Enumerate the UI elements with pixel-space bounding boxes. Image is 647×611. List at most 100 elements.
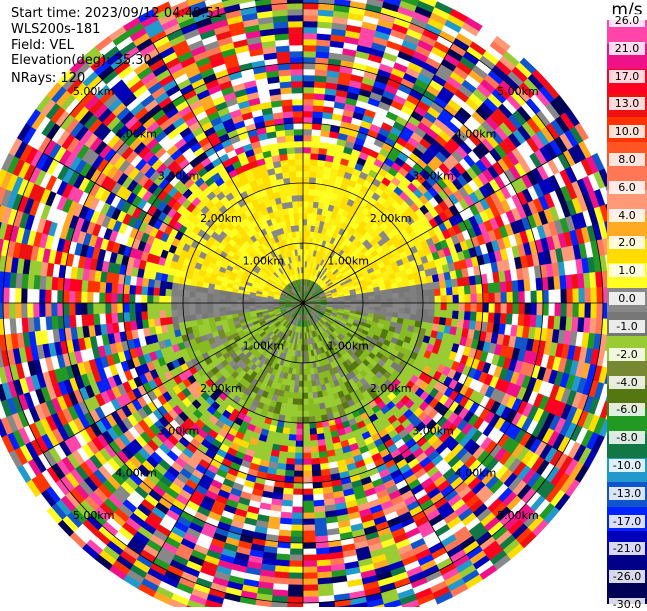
range-gate bbox=[99, 292, 105, 303]
range-gate bbox=[303, 75, 315, 81]
range-gate bbox=[87, 303, 93, 314]
range-gate bbox=[398, 308, 404, 314]
range-gate bbox=[446, 287, 453, 295]
range-gate bbox=[303, 501, 314, 507]
range-gate bbox=[183, 303, 189, 309]
range-gate bbox=[471, 294, 477, 303]
range-gate bbox=[280, 439, 288, 446]
range-gate bbox=[410, 309, 416, 315]
range-gate bbox=[231, 306, 237, 310]
range-gate bbox=[81, 303, 87, 315]
range-gate bbox=[314, 518, 326, 525]
range-gate bbox=[579, 288, 585, 303]
range-gate bbox=[285, 470, 294, 477]
range-gate bbox=[489, 303, 495, 313]
range-gate bbox=[303, 423, 310, 429]
range-gate bbox=[435, 296, 441, 303]
range-gate bbox=[310, 165, 318, 172]
range-gate bbox=[165, 303, 171, 310]
range-gate bbox=[393, 303, 399, 308]
range-gate bbox=[459, 303, 465, 311]
range-gate bbox=[300, 357, 303, 363]
range-gate bbox=[294, 471, 303, 477]
range-gate bbox=[153, 295, 159, 303]
range-gate bbox=[280, 518, 292, 525]
range-gate bbox=[63, 290, 69, 303]
range-gate bbox=[117, 303, 123, 313]
range-gate bbox=[495, 293, 501, 303]
range-gate bbox=[297, 417, 303, 423]
range-gate bbox=[573, 289, 579, 303]
range-gate bbox=[284, 476, 294, 483]
range-gate bbox=[411, 303, 417, 309]
range-gate bbox=[464, 311, 471, 320]
range-gate bbox=[488, 313, 495, 323]
range-gate bbox=[129, 294, 135, 303]
range-gate bbox=[297, 411, 303, 417]
range-gate bbox=[165, 296, 171, 303]
range-gate bbox=[525, 291, 531, 303]
range-gate bbox=[303, 27, 317, 33]
range-gate bbox=[303, 471, 312, 477]
range-gate bbox=[316, 172, 323, 179]
range-gate bbox=[311, 464, 320, 471]
range-gate bbox=[416, 290, 422, 297]
range-gate bbox=[404, 308, 410, 314]
range-gate bbox=[543, 290, 549, 303]
range-gate bbox=[281, 433, 289, 440]
range-gate bbox=[312, 470, 321, 477]
range-gate bbox=[308, 207, 313, 213]
range-gate bbox=[316, 427, 323, 434]
range-gate bbox=[303, 465, 312, 471]
range-gate bbox=[398, 287, 405, 293]
range-gate bbox=[428, 289, 435, 296]
range-gate bbox=[298, 399, 303, 405]
range-gate bbox=[3, 303, 9, 319]
range-gate bbox=[303, 387, 308, 393]
range-gate bbox=[549, 303, 555, 316]
range-gate bbox=[285, 464, 294, 471]
range-gate bbox=[303, 63, 316, 69]
range-gate bbox=[303, 543, 316, 549]
range-gate bbox=[585, 303, 591, 318]
range-gate bbox=[524, 279, 531, 291]
range-gate bbox=[452, 311, 459, 319]
range-gate bbox=[289, 573, 303, 579]
range-gate bbox=[453, 295, 459, 303]
range-gate bbox=[303, 495, 313, 501]
range-gate bbox=[357, 300, 363, 303]
range-gate bbox=[506, 314, 513, 325]
range-gate bbox=[494, 282, 501, 293]
range-gate bbox=[291, 531, 303, 537]
range-gate bbox=[237, 306, 243, 310]
range-gate bbox=[303, 147, 311, 153]
range-gate bbox=[312, 392, 318, 399]
range-gate bbox=[171, 310, 178, 317]
range-gate bbox=[183, 297, 189, 303]
range-gate bbox=[288, 440, 296, 447]
range-gate bbox=[295, 441, 303, 447]
range-gate bbox=[543, 303, 549, 316]
range-gate bbox=[309, 422, 316, 428]
range-gate bbox=[410, 291, 416, 297]
range-gate bbox=[311, 153, 319, 160]
range-gate bbox=[513, 292, 519, 303]
range-gate bbox=[311, 147, 319, 154]
range-gate bbox=[519, 303, 525, 315]
range-gate bbox=[422, 290, 428, 297]
range-gate bbox=[308, 398, 314, 404]
range-gate bbox=[303, 453, 311, 459]
range-gate bbox=[433, 317, 440, 325]
range-gate bbox=[317, 439, 325, 446]
range-gate bbox=[417, 297, 423, 303]
range-gate bbox=[201, 303, 207, 308]
range-gate bbox=[549, 290, 555, 303]
range-gate bbox=[423, 296, 429, 303]
range-gate bbox=[314, 512, 326, 519]
range-gate bbox=[290, 422, 297, 428]
range-gate bbox=[287, 597, 303, 603]
range-gate bbox=[315, 524, 327, 531]
range-gate bbox=[292, 398, 298, 404]
range-gate bbox=[524, 315, 531, 327]
range-gate bbox=[303, 417, 309, 423]
